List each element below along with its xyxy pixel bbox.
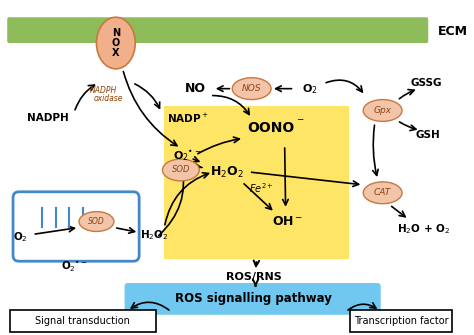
Text: $^-$: $^-$ — [295, 116, 305, 129]
Text: H$_2$O + O$_2$: H$_2$O + O$_2$ — [397, 222, 450, 237]
Ellipse shape — [79, 212, 114, 231]
FancyBboxPatch shape — [350, 310, 453, 332]
Text: SOD: SOD — [172, 165, 190, 175]
Text: OH$^-$: OH$^-$ — [272, 215, 303, 228]
Bar — [164, 106, 349, 259]
Text: H$_2$O$_2$: H$_2$O$_2$ — [140, 228, 169, 242]
Text: Transcription factor: Transcription factor — [354, 316, 448, 326]
Ellipse shape — [163, 159, 199, 181]
Text: X: X — [112, 48, 119, 58]
Text: oxidase: oxidase — [93, 94, 123, 103]
Text: NADP$^+$: NADP$^+$ — [167, 112, 209, 125]
FancyBboxPatch shape — [7, 17, 428, 43]
Text: CAT: CAT — [374, 188, 391, 197]
Text: GSSG: GSSG — [410, 78, 442, 88]
Text: O: O — [112, 38, 120, 48]
Text: O$_2$: O$_2$ — [302, 82, 318, 95]
Text: OONO: OONO — [247, 121, 295, 135]
Text: O$_2$$^{•-}$: O$_2$$^{•-}$ — [61, 260, 88, 274]
Text: NADPH: NADPH — [90, 86, 117, 95]
FancyBboxPatch shape — [10, 310, 155, 332]
Text: Signal transduction: Signal transduction — [36, 316, 130, 326]
Text: H$_2$O$_2$: H$_2$O$_2$ — [210, 164, 245, 180]
Text: NADPH: NADPH — [27, 114, 69, 123]
Ellipse shape — [363, 99, 402, 121]
Text: ROS/RNS: ROS/RNS — [226, 272, 282, 282]
Text: O$_2$$^{•-}$: O$_2$$^{•-}$ — [173, 148, 202, 162]
Text: Gpx: Gpx — [374, 106, 392, 115]
Text: O$_2$: O$_2$ — [13, 230, 28, 244]
Text: ECM: ECM — [438, 25, 468, 38]
Ellipse shape — [96, 17, 135, 69]
Text: SOD: SOD — [88, 217, 105, 226]
Text: NOS: NOS — [242, 84, 262, 93]
Ellipse shape — [363, 182, 402, 204]
FancyBboxPatch shape — [125, 283, 381, 315]
Text: NO: NO — [185, 82, 206, 95]
Text: $Fe^{2+}$: $Fe^{2+}$ — [249, 181, 273, 195]
Text: N: N — [112, 28, 120, 38]
Text: GSH: GSH — [416, 130, 441, 140]
Text: ROS signalling pathway: ROS signalling pathway — [175, 292, 332, 306]
Ellipse shape — [232, 78, 271, 99]
